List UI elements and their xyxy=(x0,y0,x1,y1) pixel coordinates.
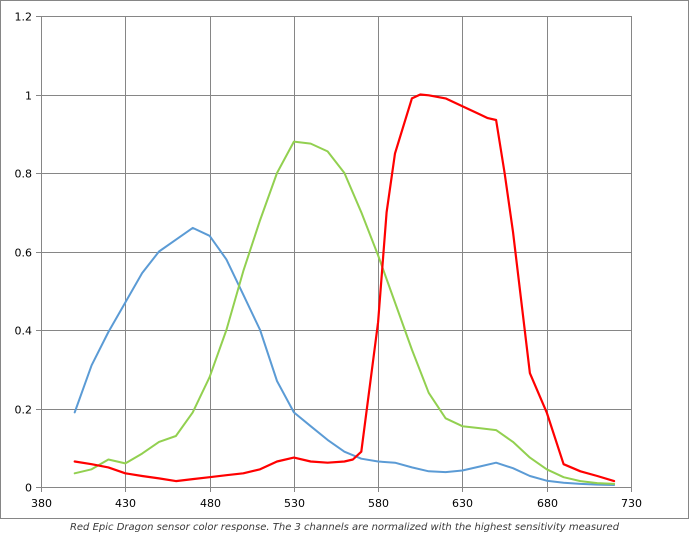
series-lines xyxy=(73,93,616,486)
chart-caption: Red Epic Dragon sensor color response. T… xyxy=(69,522,620,533)
series-line-2 xyxy=(73,140,616,485)
x-tick-label: 380 xyxy=(31,497,52,510)
y-tick-label: 0.2 xyxy=(15,404,33,417)
x-tick-label: 430 xyxy=(115,497,136,510)
x-tick-label: 630 xyxy=(452,497,473,510)
x-tick-label: 530 xyxy=(284,497,305,510)
grid-lines xyxy=(41,16,632,487)
line-chart: 0 0.2 0.4 0.6 0.8 1 1.2 380 430 480 530 580 630 680 73… xyxy=(15,11,643,511)
axes xyxy=(36,16,632,492)
chart-frame: 0 0.2 0.4 0.6 0.8 1 1.2 380 430 480 530 580 630 680 73… xyxy=(0,0,689,519)
y-tick-label: 0.8 xyxy=(15,168,33,181)
series-line-1 xyxy=(73,226,616,486)
y-tick-label: 0 xyxy=(25,482,32,495)
y-tick-label: 1 xyxy=(25,90,32,103)
tick-labels: 0 0.2 0.4 0.6 0.8 1 1.2 380 430 480 530 580 630 680 73… xyxy=(15,11,643,511)
y-tick-label: 0.4 xyxy=(15,325,33,338)
x-tick-label: 480 xyxy=(200,497,221,510)
y-tick-label: 0.6 xyxy=(15,247,33,260)
x-tick-label: 580 xyxy=(368,497,389,510)
x-tick-label: 680 xyxy=(537,497,558,510)
series-line-3 xyxy=(73,93,616,483)
y-tick-label: 1.2 xyxy=(15,11,33,24)
x-tick-label: 730 xyxy=(621,497,642,510)
